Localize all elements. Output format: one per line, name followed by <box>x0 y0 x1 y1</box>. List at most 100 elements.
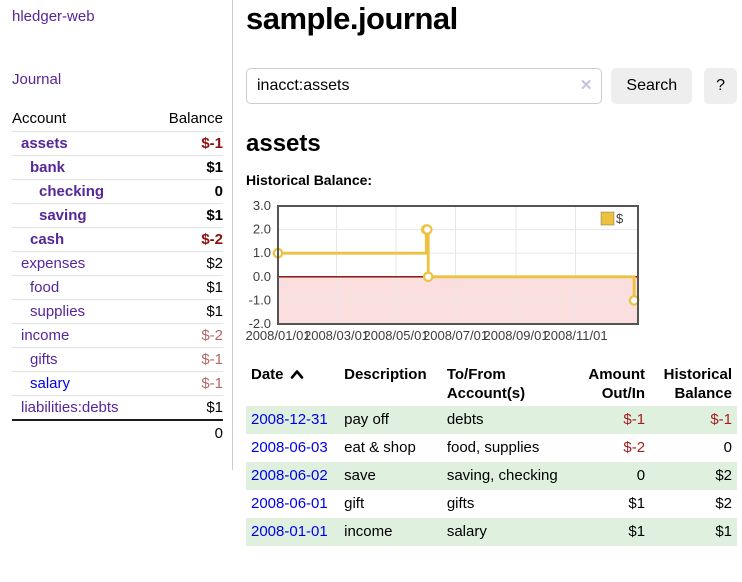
account-row: salary $-1 <box>12 371 223 396</box>
transaction-date-link[interactable]: 2008-06-02 <box>251 467 328 484</box>
account-balance: $1 <box>206 279 223 296</box>
search-input[interactable] <box>246 68 603 104</box>
svg-text:2008/11/01: 2008/11/01 <box>544 328 608 343</box>
account-heading: assets <box>246 130 321 157</box>
accounts-total-balance: 0 <box>151 419 223 445</box>
account-balance: $1 <box>206 159 223 176</box>
page-title: sample.journal <box>246 1 458 36</box>
accounts-header-balance: Balance <box>151 107 223 132</box>
transaction-accounts: debts <box>446 411 484 428</box>
transaction-amount: $1 <box>628 495 646 512</box>
sidebar: hledger-web Journal Account Balance asse… <box>0 0 233 470</box>
account-balance: $-2 <box>201 327 223 344</box>
transaction-accounts: saving, checking <box>446 467 558 484</box>
clear-search-icon[interactable]: ✕ <box>579 77 593 94</box>
historical-balance-chart: 3.0 2.0 1.0 0.0 -1.0 -2.02008/01/012008/03/01… <box>245 198 640 343</box>
account-row: bank $1 <box>12 155 223 180</box>
app-brand-link[interactable]: hledger-web <box>12 8 95 25</box>
svg-text:3.0: 3.0 <box>253 198 271 213</box>
account-link[interactable]: income <box>21 327 70 344</box>
transaction-row: 2008-06-02 save saving, checking 0 $2 <box>246 462 737 490</box>
sidebar-item-journal[interactable]: Journal <box>12 71 62 88</box>
account-row: liabilities:debts $1 <box>12 395 223 421</box>
account-row: checking 0 <box>12 179 223 204</box>
account-balance: $-2 <box>201 231 223 248</box>
sort-ascending-icon <box>290 370 303 379</box>
account-link[interactable]: supplies <box>30 303 86 320</box>
svg-text:2008/09/01: 2008/09/01 <box>484 328 549 343</box>
account-row: assets $-1 <box>12 131 223 156</box>
svg-text:2008/07/01: 2008/07/01 <box>423 328 488 343</box>
transaction-balance: $1 <box>715 523 732 540</box>
account-row: saving $1 <box>12 203 223 228</box>
account-balance: $-1 <box>201 351 223 368</box>
search-button[interactable]: Search <box>611 68 693 104</box>
account-balance: $2 <box>206 255 223 272</box>
account-balance: $-1 <box>201 135 223 152</box>
register-header-description: Description <box>344 366 427 383</box>
transaction-date-link[interactable]: 2008-12-31 <box>251 411 328 428</box>
account-link[interactable]: bank <box>30 159 66 176</box>
account-link[interactable]: assets <box>21 135 68 152</box>
transaction-description: eat & shop <box>344 439 416 456</box>
account-balance: $-1 <box>201 375 223 392</box>
account-link[interactable]: expenses <box>21 255 86 272</box>
account-balance: $1 <box>206 399 223 416</box>
account-row: cash $-2 <box>12 227 223 252</box>
accounts-total-row: 0 <box>12 419 223 445</box>
transaction-description: gift <box>344 495 365 512</box>
transaction-description: income <box>344 523 393 540</box>
account-link[interactable]: cash <box>30 231 65 248</box>
transaction-date-link[interactable]: 2008-06-01 <box>251 495 328 512</box>
transaction-accounts: salary <box>446 523 487 540</box>
transaction-balance: $2 <box>715 467 732 484</box>
account-row: food $1 <box>12 275 223 300</box>
register-header-date[interactable]: Date <box>246 362 339 406</box>
account-link[interactable]: food <box>30 279 60 296</box>
help-button[interactable]: ? <box>704 68 737 104</box>
account-link[interactable]: saving <box>39 207 87 224</box>
transaction-accounts: gifts <box>446 495 475 512</box>
register-header-balance: Historical Balance <box>663 366 732 402</box>
transaction-amount: $1 <box>628 523 646 540</box>
svg-text:1.0: 1.0 <box>253 245 271 260</box>
register-table: Date Description To/From Account(s) Amou… <box>246 362 737 546</box>
transaction-row: 2008-01-01 income salary $1 $1 <box>246 518 737 546</box>
main-content: sample.journal ✕ Search ? assets Histori… <box>233 0 742 546</box>
account-balance: $1 <box>206 303 223 320</box>
chart-title: Historical Balance: <box>246 172 373 188</box>
transaction-date-link[interactable]: 2008-06-03 <box>251 439 328 456</box>
account-link[interactable]: gifts <box>30 351 58 368</box>
transaction-balance: $2 <box>715 495 732 512</box>
account-balance: 0 <box>214 183 223 200</box>
account-balance: $1 <box>206 207 223 224</box>
transaction-balance: 0 <box>723 439 732 456</box>
svg-text:0.0: 0.0 <box>253 269 271 284</box>
account-row: supplies $1 <box>12 299 223 324</box>
register-header-accounts: To/From Account(s) <box>446 366 526 402</box>
search-form: ✕ Search ? <box>246 68 737 104</box>
svg-text:-1.0: -1.0 <box>249 292 271 307</box>
svg-text:2.0: 2.0 <box>253 222 271 237</box>
svg-text:-2.0: -2.0 <box>249 316 271 331</box>
transaction-row: 2008-06-01 gift gifts $1 $2 <box>246 490 737 518</box>
transaction-date-link[interactable]: 2008-01-01 <box>251 523 328 540</box>
svg-text:2008/01/01: 2008/01/01 <box>245 328 310 343</box>
register-header-amount: Amount Out/In <box>588 366 646 402</box>
transaction-row: 2008-12-31 pay off debts $-1 $-1 <box>246 406 737 434</box>
account-link[interactable]: checking <box>39 183 105 200</box>
account-link[interactable]: liabilities:debts <box>21 399 119 416</box>
transaction-description: pay off <box>344 411 389 428</box>
account-link[interactable]: salary <box>30 375 71 392</box>
account-row: gifts $-1 <box>12 347 223 372</box>
transaction-amount: $-1 <box>623 411 646 428</box>
account-row: expenses $2 <box>12 251 223 276</box>
transaction-accounts: food, supplies <box>446 439 540 456</box>
transaction-description: save <box>344 467 376 484</box>
svg-text:2008/03/01: 2008/03/01 <box>304 328 369 343</box>
accounts-table: Account Balance assets $-1 bank $1 checking 0… <box>12 107 223 445</box>
transaction-row: 2008-06-03 eat & shop food, supplies $-2 0 <box>246 434 737 462</box>
transaction-amount: $-2 <box>623 439 646 456</box>
transaction-amount: 0 <box>636 467 646 484</box>
account-row: income $-2 <box>12 323 223 348</box>
